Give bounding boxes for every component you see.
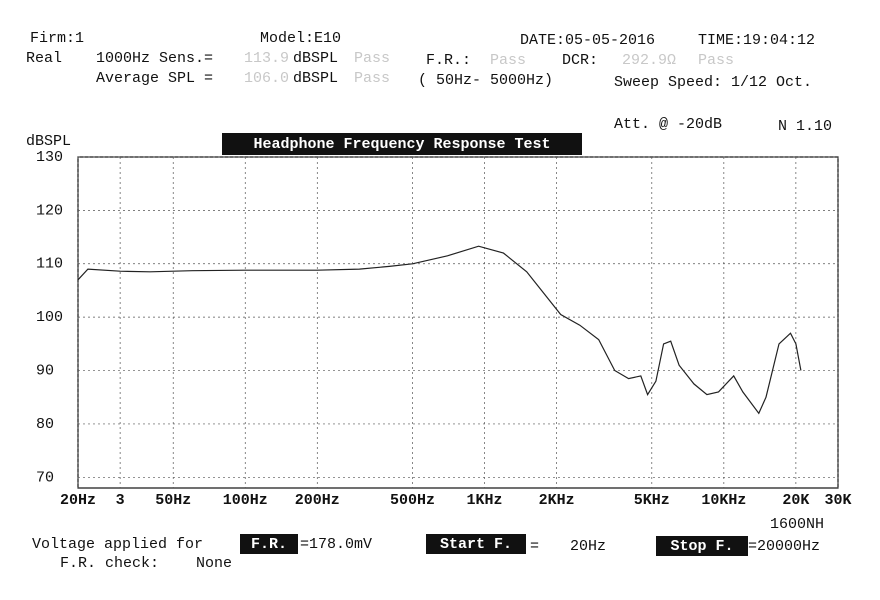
x-tick-label: 500Hz bbox=[390, 492, 435, 509]
firm: Firm:1 bbox=[30, 30, 84, 47]
y-tick-label: 120 bbox=[36, 202, 63, 219]
x-tick-label: 20Hz bbox=[60, 492, 96, 509]
dcr-value: 292.9Ω bbox=[622, 52, 676, 69]
x-tick-label: 100Hz bbox=[223, 492, 268, 509]
title-box bbox=[222, 133, 582, 155]
fr-label: F.R.: bbox=[426, 52, 471, 69]
avg-label: Average SPL = bbox=[96, 70, 213, 87]
sens-label: 1000Hz Sens.= bbox=[96, 50, 213, 67]
y-tick-label: 90 bbox=[36, 363, 54, 380]
avg-unit: dBSPL bbox=[293, 70, 338, 87]
x-tick-label: 2KHz bbox=[539, 492, 575, 509]
date: DATE:05-05-2016 bbox=[520, 32, 655, 49]
mode: Real bbox=[26, 50, 62, 67]
sweep: Sweep Speed: 1/12 Oct. bbox=[614, 74, 812, 91]
x-tick-label: 30K bbox=[824, 492, 851, 509]
check-label: F.R. check: bbox=[60, 555, 159, 572]
fr-pass: Pass bbox=[490, 52, 526, 69]
start-eq: = bbox=[530, 538, 539, 555]
stop-box-label: Stop F. bbox=[670, 538, 733, 555]
sens-pass: Pass bbox=[354, 50, 390, 67]
fr-box bbox=[240, 534, 298, 554]
start-value: 20Hz bbox=[570, 538, 606, 555]
x-tick-label: 20K bbox=[782, 492, 809, 509]
response-curve bbox=[77, 245, 802, 415]
x-tick-label: 5KHz bbox=[634, 492, 670, 509]
sens-unit: dBSPL bbox=[293, 50, 338, 67]
stop-value: =20000Hz bbox=[748, 538, 820, 555]
x-tick-label: 1KHz bbox=[467, 492, 503, 509]
start-box-label: Start F. bbox=[440, 536, 512, 553]
dcr-pass: Pass bbox=[698, 52, 734, 69]
y-tick-label: 130 bbox=[36, 149, 63, 166]
chart-title: Headphone Frequency Response Test bbox=[253, 136, 550, 153]
avg-range: ( 50Hz- 5000Hz) bbox=[418, 72, 553, 89]
x-tick-label: 10KHz bbox=[701, 492, 746, 509]
voltage-value: =178.0mV bbox=[300, 536, 372, 553]
avg-pass: Pass bbox=[354, 70, 390, 87]
check-value: None bbox=[196, 555, 232, 572]
time: TIME:19:04:12 bbox=[698, 32, 815, 49]
start-box bbox=[426, 534, 526, 554]
version: N 1.10 bbox=[778, 118, 832, 135]
x-tick-label: 50Hz bbox=[155, 492, 191, 509]
attenuation: Att. @ -20dB bbox=[614, 116, 722, 133]
dcr-label: DCR: bbox=[562, 52, 598, 69]
avg-value: 106.0 bbox=[244, 70, 289, 87]
model-code: 1600NH bbox=[770, 516, 824, 533]
x-tick-label: 200Hz bbox=[295, 492, 340, 509]
x-tick-label: 3 bbox=[116, 492, 125, 509]
sens-value: 113.9 bbox=[244, 50, 289, 67]
y-tick-label: 80 bbox=[36, 416, 54, 433]
voltage-label: Voltage applied for bbox=[32, 536, 203, 553]
model: Model:E10 bbox=[260, 30, 341, 47]
y-tick-label: 100 bbox=[36, 309, 63, 326]
y-axis-label: dBSPL bbox=[26, 133, 71, 150]
y-tick-label: 110 bbox=[36, 256, 63, 273]
fr-box-label: F.R. bbox=[251, 536, 287, 553]
stop-box bbox=[656, 536, 748, 556]
y-tick-label: 70 bbox=[36, 469, 54, 486]
